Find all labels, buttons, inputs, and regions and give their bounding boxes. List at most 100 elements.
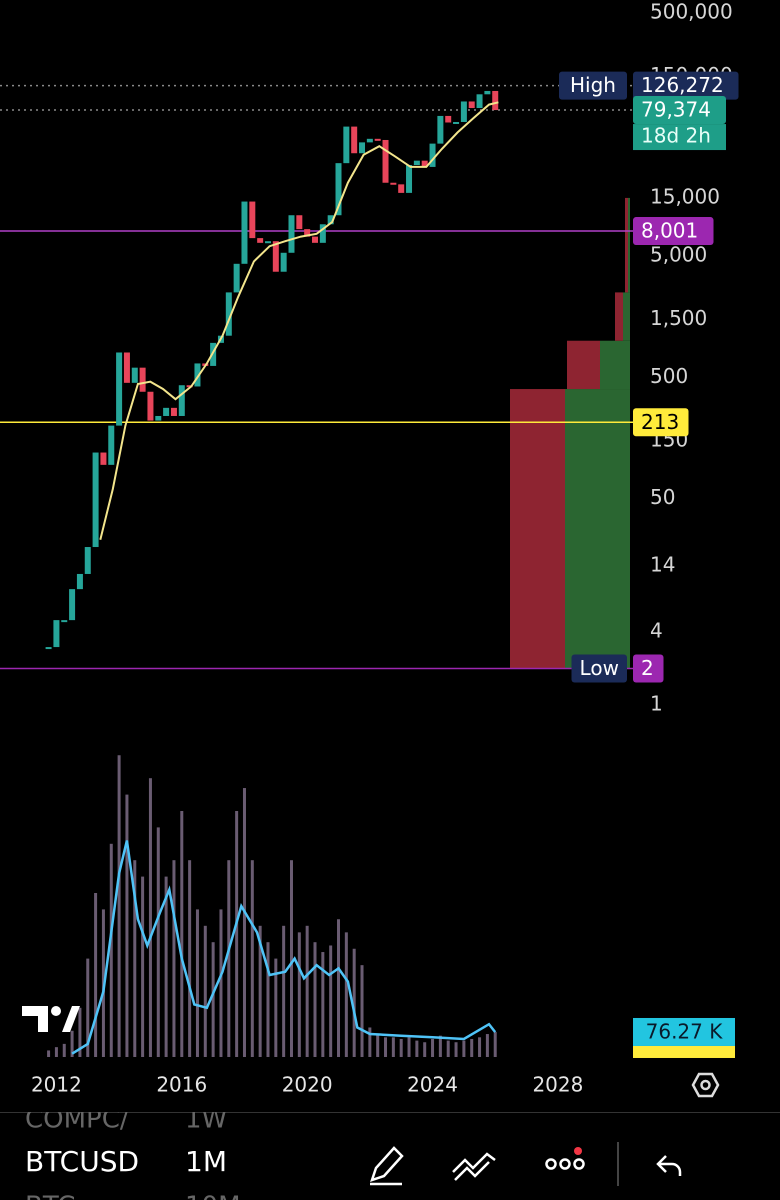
candle bbox=[108, 425, 115, 465]
x-tick-label: 2028 bbox=[532, 1073, 583, 1097]
candle bbox=[288, 215, 295, 253]
price-badge bbox=[633, 96, 726, 125]
volume-bar bbox=[172, 860, 176, 1057]
candle bbox=[343, 126, 350, 164]
volume-bar bbox=[454, 1042, 458, 1057]
x-tick-label: 2012 bbox=[31, 1073, 82, 1097]
volume-ma bbox=[71, 840, 497, 1055]
candle bbox=[335, 163, 342, 216]
candle bbox=[272, 241, 279, 272]
candle bbox=[264, 241, 271, 244]
pattern-tool-button[interactable] bbox=[452, 1152, 496, 1181]
profile-down bbox=[615, 292, 623, 341]
next-interval[interactable]: 10M bbox=[185, 1192, 241, 1200]
volume-bar bbox=[47, 1050, 51, 1057]
volume-bar bbox=[266, 942, 270, 1057]
volume-bar bbox=[148, 778, 152, 1057]
volume-bar bbox=[462, 1040, 466, 1057]
undo-button[interactable] bbox=[656, 1155, 682, 1176]
volume-bar bbox=[493, 1032, 497, 1057]
volume-bar bbox=[431, 1038, 435, 1057]
profile-up bbox=[623, 292, 630, 341]
candle bbox=[359, 142, 366, 154]
y-tick-label: 50 bbox=[650, 485, 675, 509]
candle bbox=[421, 160, 428, 167]
volume-badge bbox=[633, 1017, 735, 1046]
volume-bar bbox=[289, 860, 293, 1057]
next-symbol[interactable]: BTC bbox=[25, 1192, 75, 1200]
price-badge-label: 2 bbox=[641, 656, 654, 680]
candle bbox=[139, 367, 146, 392]
volume-bar bbox=[250, 860, 254, 1057]
fade-mask bbox=[0, 1100, 780, 1112]
candle bbox=[241, 201, 248, 264]
volume-bar bbox=[117, 755, 121, 1057]
candle bbox=[437, 115, 444, 144]
volume-bar bbox=[258, 925, 262, 1057]
candle bbox=[92, 452, 99, 548]
logo bbox=[22, 1006, 80, 1032]
candle bbox=[468, 101, 475, 109]
candle bbox=[366, 138, 373, 143]
indicators-button[interactable] bbox=[545, 1147, 585, 1170]
volume-bar bbox=[156, 827, 160, 1057]
volume-bar bbox=[485, 1034, 489, 1057]
volume-bar bbox=[407, 1037, 411, 1057]
candle bbox=[445, 115, 452, 123]
candle bbox=[233, 263, 240, 293]
draw-tool-button[interactable] bbox=[370, 1146, 404, 1186]
volume-bar bbox=[297, 932, 301, 1057]
candle bbox=[210, 342, 217, 366]
candle bbox=[84, 547, 91, 574]
price-badge-label: 126,272 bbox=[641, 73, 724, 97]
level-tag bbox=[571, 654, 627, 683]
volume-bar bbox=[70, 1030, 74, 1057]
volume-bar bbox=[274, 958, 278, 1057]
level-tag bbox=[559, 71, 627, 100]
price-badge-label: 79,374 bbox=[641, 98, 711, 122]
volume-bar bbox=[86, 958, 90, 1057]
candle bbox=[76, 573, 83, 590]
candle bbox=[382, 139, 389, 183]
current-symbol[interactable]: BTCUSD bbox=[25, 1145, 139, 1178]
price-badge bbox=[633, 71, 739, 100]
y-tick-label: 15,000 bbox=[650, 184, 720, 208]
y-tick-label: 500,000 bbox=[650, 0, 733, 24]
candle bbox=[327, 215, 334, 225]
candle bbox=[319, 224, 326, 243]
volume-bar bbox=[478, 1037, 482, 1057]
price-pane: 500,000150,00015,0005,0001,5005001505014… bbox=[0, 0, 739, 1097]
profile-down bbox=[567, 340, 600, 390]
x-tick-label: 2016 bbox=[156, 1073, 207, 1097]
volume-bar bbox=[211, 942, 215, 1057]
settings-button[interactable] bbox=[691, 1072, 720, 1098]
candle bbox=[296, 215, 303, 230]
candle bbox=[45, 647, 52, 650]
candle bbox=[147, 391, 154, 421]
candle bbox=[453, 121, 460, 124]
volume-bar bbox=[344, 932, 348, 1057]
x-tick-label: 2020 bbox=[282, 1073, 333, 1097]
volume-bar bbox=[219, 909, 223, 1057]
y-tick-label: 5,000 bbox=[650, 242, 707, 266]
countdown-label: 18d 2h bbox=[641, 124, 711, 148]
candle bbox=[390, 182, 397, 185]
candle bbox=[123, 352, 130, 383]
volume-bar bbox=[399, 1038, 403, 1057]
candle bbox=[257, 238, 264, 243]
candle bbox=[170, 407, 177, 416]
y-tick-label: 14 bbox=[650, 552, 675, 576]
volume-bar bbox=[376, 1034, 380, 1057]
candle bbox=[312, 236, 318, 243]
volume-bar bbox=[227, 860, 231, 1057]
volume-bar bbox=[321, 952, 325, 1057]
current-interval[interactable]: 1M bbox=[185, 1145, 227, 1178]
volume-bar bbox=[384, 1037, 388, 1057]
profile-up bbox=[600, 340, 630, 390]
volume-bar bbox=[282, 925, 286, 1057]
candle bbox=[484, 90, 491, 95]
candle bbox=[413, 160, 420, 166]
profile-up bbox=[565, 389, 630, 669]
price-badge bbox=[633, 654, 664, 683]
